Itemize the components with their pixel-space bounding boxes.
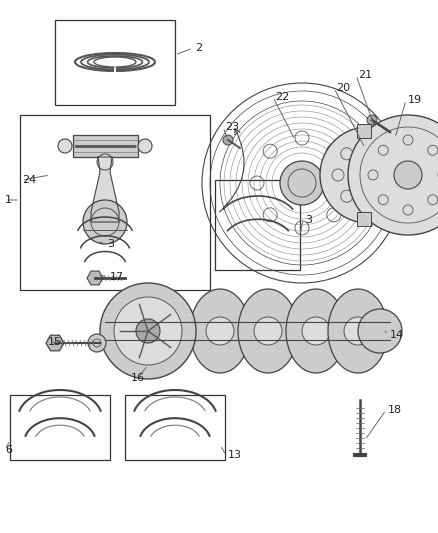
Circle shape xyxy=(114,297,182,365)
Polygon shape xyxy=(46,335,64,351)
Circle shape xyxy=(280,161,324,205)
Text: 20: 20 xyxy=(336,83,350,93)
Circle shape xyxy=(320,127,416,223)
Text: 3: 3 xyxy=(305,215,312,225)
Circle shape xyxy=(83,200,127,244)
Text: 23: 23 xyxy=(225,122,239,132)
Polygon shape xyxy=(91,157,119,222)
Text: 24: 24 xyxy=(22,175,36,185)
Text: 19: 19 xyxy=(408,95,422,105)
Ellipse shape xyxy=(190,289,250,373)
Ellipse shape xyxy=(328,289,388,373)
Circle shape xyxy=(348,115,438,235)
Circle shape xyxy=(136,319,160,343)
Circle shape xyxy=(358,309,402,353)
Text: 3: 3 xyxy=(107,239,114,249)
Bar xyxy=(10,395,110,460)
Text: 18: 18 xyxy=(388,405,402,415)
Circle shape xyxy=(344,317,372,345)
Circle shape xyxy=(100,283,196,379)
Bar xyxy=(20,115,210,290)
Bar xyxy=(357,124,371,138)
Circle shape xyxy=(138,139,152,153)
Circle shape xyxy=(254,317,282,345)
Text: 17: 17 xyxy=(110,272,124,282)
Circle shape xyxy=(394,161,422,189)
Text: 14: 14 xyxy=(390,330,404,340)
Text: 16: 16 xyxy=(131,373,145,383)
Bar xyxy=(125,395,225,460)
Polygon shape xyxy=(87,271,103,285)
Circle shape xyxy=(223,135,233,145)
Circle shape xyxy=(206,317,234,345)
Text: 22: 22 xyxy=(275,92,289,102)
Circle shape xyxy=(302,317,330,345)
Circle shape xyxy=(88,334,106,352)
Text: 1: 1 xyxy=(5,195,12,205)
Text: 21: 21 xyxy=(358,70,372,80)
Circle shape xyxy=(97,154,113,170)
Bar xyxy=(357,212,371,226)
Text: 15: 15 xyxy=(48,337,62,347)
Ellipse shape xyxy=(286,289,346,373)
Circle shape xyxy=(367,115,377,125)
Bar xyxy=(215,180,300,270)
Bar xyxy=(73,135,138,157)
Circle shape xyxy=(353,160,383,190)
Text: 13: 13 xyxy=(228,450,242,460)
Circle shape xyxy=(58,139,72,153)
Ellipse shape xyxy=(238,289,298,373)
Text: 2: 2 xyxy=(195,43,202,53)
Bar xyxy=(55,20,175,105)
Text: 6: 6 xyxy=(5,445,12,455)
